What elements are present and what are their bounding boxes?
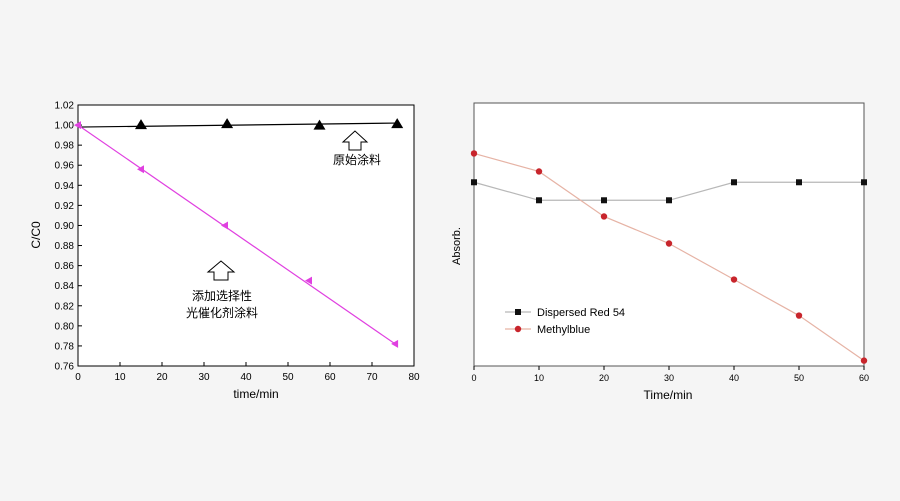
y-tick-label: 0.86: [55, 261, 75, 272]
x-tick-label: 20: [599, 373, 609, 383]
y-tick-label: 0.82: [55, 301, 75, 312]
left-plot-area: [77, 104, 415, 367]
data-point-series-0: [861, 179, 867, 186]
data-point-series-0: [536, 197, 542, 204]
x-tick-label: 40: [240, 372, 252, 383]
right-chart: 0 10 20 30 40 50 60 Time/min Absorb. Dispersed…: [451, 102, 869, 402]
data-point-series-1: [305, 276, 312, 285]
y-tick-label: 0.98: [55, 141, 75, 152]
left-y-axis-label: C/C0: [29, 221, 43, 249]
data-point-series-0: [391, 118, 404, 129]
x-tick-label: 10: [534, 373, 544, 383]
y-tick-label: 0.94: [55, 181, 75, 192]
up-arrow-icon: [206, 260, 236, 281]
right-axes: [473, 102, 865, 370]
x-tick-label: 50: [794, 373, 804, 383]
data-point-series-0: [601, 197, 607, 204]
y-tick-label: 0.76: [55, 362, 75, 373]
data-point-series-1: [391, 339, 399, 348]
y-tick-label: 0.88: [55, 241, 75, 252]
right-legend: Dispersed Red 54 Methylblue: [505, 307, 625, 336]
annotation-original-coating: 原始涂料: [333, 152, 381, 167]
data-point-series-1: [74, 121, 81, 130]
data-point-series-1: [600, 213, 608, 220]
legend-marker-1: [514, 325, 522, 333]
data-point-series-1: [470, 150, 478, 157]
annotation-photocatalyst-line2: 光催化剂涂料: [186, 305, 258, 320]
left-chart: 0 10 20 30 40 50 60 70 80 0.76 0.78 0.80 0.82 0.84 0.8…: [29, 101, 420, 402]
y-tick-label: 0.96: [55, 161, 75, 172]
x-tick-label: 30: [198, 372, 210, 383]
data-point-series-1: [795, 312, 803, 319]
y-tick-label: 0.80: [55, 321, 75, 332]
right-tick-labels: 0 10 20 30 40 50 60: [471, 373, 869, 383]
x-tick-label: 0: [75, 372, 81, 383]
data-point-series-0: [471, 179, 477, 186]
up-arrow-icon: [341, 130, 369, 151]
x-tick-label: 20: [156, 372, 168, 383]
data-point-series-0: [731, 179, 737, 186]
right-markers: [470, 150, 868, 364]
left-fit-lines: [77, 122, 398, 345]
data-point-series-1: [535, 168, 543, 175]
right-y-axis-label: Absorb.: [451, 227, 463, 265]
x-tick-label: 0: [471, 373, 476, 383]
x-tick-label: 30: [664, 373, 674, 383]
data-point-series-1: [860, 357, 868, 364]
x-tick-label: 50: [282, 372, 294, 383]
y-tick-label: 0.90: [55, 221, 75, 232]
data-point-series-0: [135, 119, 147, 130]
x-tick-label: 60: [324, 372, 336, 383]
y-tick-label: 1.00: [55, 121, 75, 132]
data-point-series-0: [313, 119, 326, 130]
fit-line-series-0: [77, 122, 398, 128]
annotation-photocatalyst-line1: 添加选择性: [192, 289, 252, 303]
data-point-series-1: [137, 165, 144, 174]
legend-label-0: Dispersed Red 54: [537, 307, 625, 319]
y-tick-label: 0.92: [55, 201, 75, 212]
left-markers: [74, 118, 404, 348]
data-point-series-0: [221, 118, 234, 129]
y-tick-label: 1.02: [55, 101, 75, 112]
left-tick-labels: 0 10 20 30 40 50 60 70 80 0.76 0.78 0.80 0.82 0.84 0.8…: [55, 101, 420, 384]
fit-line-series-1: [77, 124, 396, 345]
data-point-series-1: [730, 276, 738, 283]
x-tick-label: 40: [729, 373, 739, 383]
y-tick-label: 0.78: [55, 341, 75, 352]
data-point-series-0: [666, 197, 672, 204]
data-point-series-1: [665, 240, 673, 247]
right-x-axis-label: Time/min: [644, 388, 693, 402]
legend-label-1: Methylblue: [537, 324, 590, 336]
legend-marker-0: [515, 309, 521, 315]
left-x-axis-label: time/min: [233, 387, 278, 401]
left-axes: [77, 104, 415, 367]
data-point-series-1: [221, 221, 228, 230]
data-point-series-0: [796, 179, 802, 186]
x-tick-label: 80: [408, 372, 420, 383]
right-plot-area: [473, 102, 865, 367]
x-tick-label: 60: [859, 373, 869, 383]
y-tick-label: 0.84: [55, 281, 75, 292]
x-tick-label: 70: [366, 372, 378, 383]
x-tick-label: 10: [114, 372, 126, 383]
